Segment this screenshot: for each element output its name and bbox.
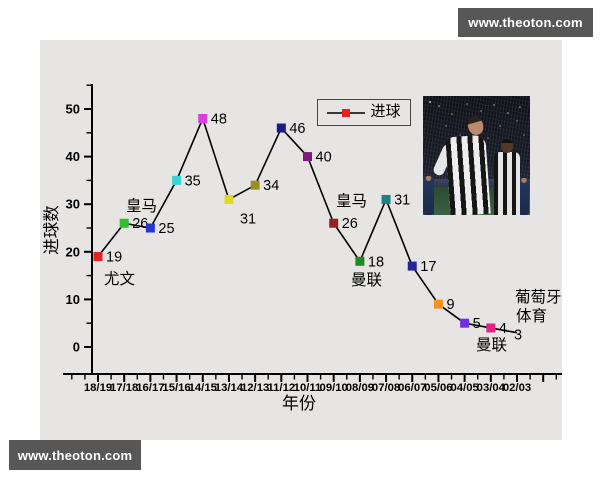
watermark-top-text: www.theoton.com — [468, 15, 583, 30]
data-point-label: 17 — [420, 259, 436, 275]
data-point-label: 3 — [514, 328, 522, 344]
legend-label: 进球 — [370, 104, 401, 120]
photo-player-torso — [445, 134, 491, 215]
data-point-label: 31 — [394, 192, 410, 208]
club-annotation: 皇马 — [336, 192, 367, 210]
data-point-marker — [329, 218, 339, 228]
y-tick-label: 0 — [73, 340, 80, 355]
x-tick-label: 02/03 — [503, 382, 531, 394]
data-point-label: 9 — [446, 297, 454, 313]
data-point-marker — [486, 323, 496, 333]
data-point-label: 31 — [240, 211, 256, 227]
club-annotation: 皇马 — [126, 197, 157, 215]
y-tick-label: 50 — [66, 102, 80, 117]
data-point-label: 18 — [368, 254, 384, 270]
data-point-label: 5 — [473, 316, 481, 332]
x-tick-label: 10/11 — [294, 382, 322, 394]
data-point-label: 26 — [342, 216, 358, 232]
watermark-top-right: www.theoton.com — [458, 8, 593, 37]
x-tick-label: 04/05 — [450, 382, 478, 394]
y-axis-title: 进球数 — [42, 205, 61, 255]
data-point-marker — [119, 218, 129, 228]
data-point-marker — [303, 152, 312, 162]
data-point-marker — [381, 194, 391, 204]
x-tick-label: 15/16 — [162, 382, 190, 394]
photo-opponent-left — [423, 176, 434, 215]
x-tick-label: 09/10 — [320, 382, 348, 394]
x-tick-label: 12/13 — [241, 382, 269, 394]
watermark-bottom-text: www.theoton.com — [17, 447, 133, 463]
photo-opponent-right — [519, 178, 529, 215]
club-annotation: 葡萄牙 — [515, 288, 562, 306]
data-point-label: 48 — [211, 112, 227, 128]
x-tick-label: 11/12 — [267, 382, 295, 394]
x-tick-label: 18/19 — [84, 382, 112, 394]
data-point-label: 25 — [158, 221, 174, 237]
player-photo — [423, 96, 530, 215]
x-tick-label: 06/07 — [398, 382, 426, 394]
x-tick-label: 16/17 — [136, 382, 164, 394]
data-point-marker — [276, 123, 286, 133]
data-point-marker — [224, 194, 234, 204]
data-point-label: 19 — [106, 250, 122, 266]
data-point-marker — [250, 180, 260, 190]
x-tick-label: 07/08 — [372, 382, 400, 394]
data-point-label: 40 — [316, 150, 332, 166]
data-point-label: 46 — [289, 121, 305, 137]
data-point-marker — [460, 318, 470, 328]
data-point-marker — [172, 175, 182, 185]
photo-crowd-lights — [429, 101, 431, 103]
club-annotation: 体育 — [516, 307, 547, 325]
photo-teammate-torso — [494, 152, 520, 215]
x-tick-label: 17/18 — [110, 382, 138, 394]
data-point-label: 35 — [185, 173, 201, 189]
x-axis-title: 年份 — [282, 394, 316, 413]
x-tick-label: 05/06 — [424, 382, 452, 394]
watermark-bottom-left: www.theoton.com — [9, 440, 141, 470]
x-tick-label: 08/09 — [346, 382, 374, 394]
y-tick-label: 40 — [66, 149, 80, 164]
y-tick-label: 20 — [66, 244, 80, 259]
data-point-marker — [93, 252, 103, 262]
data-point-marker — [198, 114, 208, 124]
club-annotation: 曼联 — [351, 271, 382, 289]
club-annotation: 曼联 — [476, 336, 507, 354]
y-tick-label: 30 — [66, 197, 80, 212]
data-point-label: 4 — [499, 321, 507, 337]
data-point-marker — [355, 256, 365, 266]
photo-teammate-head — [501, 139, 513, 153]
x-tick-label: 13/14 — [215, 382, 244, 394]
legend-line-marker-icon — [327, 108, 366, 117]
y-tick-label: 10 — [66, 292, 80, 307]
data-point-label: 26 — [132, 216, 148, 232]
chart-legend: 进球 — [317, 99, 411, 126]
data-point-label: 34 — [263, 178, 279, 194]
data-point-marker — [433, 299, 443, 309]
data-point-marker — [407, 261, 417, 271]
club-annotation: 尤文 — [104, 270, 135, 288]
x-tick-label: 14/15 — [189, 382, 217, 394]
x-tick-label: 03/04 — [477, 382, 506, 394]
data-point-marker — [145, 223, 155, 233]
